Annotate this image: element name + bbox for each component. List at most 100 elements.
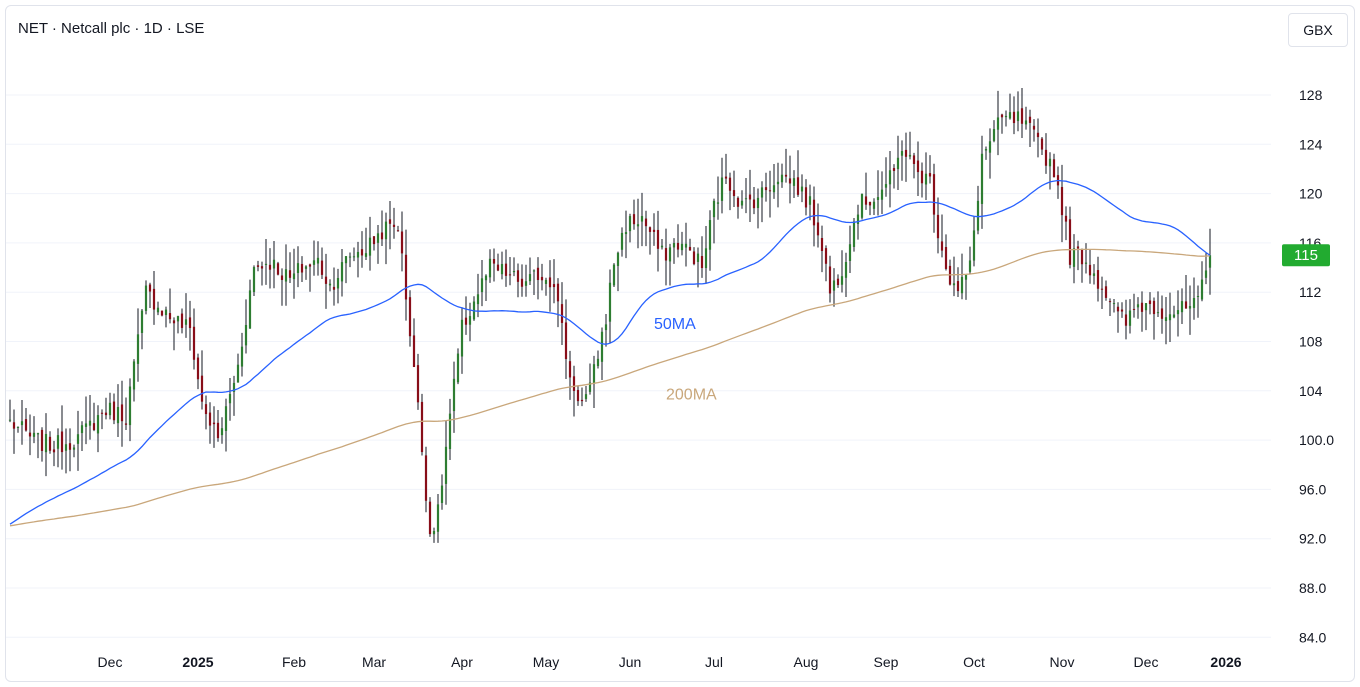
candle: [964, 274, 968, 280]
x-tick-label: Feb: [282, 654, 306, 670]
candle: [692, 251, 696, 265]
candle: [1036, 132, 1040, 138]
candle: [220, 428, 224, 436]
candle: [1176, 310, 1180, 315]
x-tick-label: Jul: [705, 654, 723, 670]
candle: [84, 423, 88, 427]
candle: [1180, 301, 1184, 313]
candle: [1168, 314, 1172, 321]
candle: [372, 236, 376, 245]
candle: [388, 219, 392, 224]
candle: [704, 248, 708, 269]
candle: [1184, 301, 1188, 309]
candle: [464, 317, 468, 325]
candle: [888, 170, 892, 185]
candle: [168, 313, 172, 320]
candle: [1060, 186, 1064, 216]
candle: [412, 335, 416, 368]
candle: [1100, 288, 1104, 290]
candle: [752, 199, 756, 209]
currency-button[interactable]: GBX: [1288, 13, 1348, 47]
candle: [44, 433, 48, 453]
candle: [228, 394, 232, 404]
candle: [480, 278, 484, 293]
x-tick-label: Dec: [1134, 654, 1159, 670]
candle: [952, 283, 956, 286]
candle: [264, 263, 268, 265]
candle: [1052, 159, 1056, 178]
candle: [68, 443, 72, 450]
candle: [684, 243, 688, 248]
candle: [1160, 308, 1164, 319]
candle: [384, 221, 388, 240]
candle: [900, 151, 904, 156]
candle: [400, 231, 404, 254]
candle: [124, 423, 128, 425]
candle: [268, 264, 272, 270]
candle: [616, 252, 620, 266]
chart-panel[interactable]: NET · Netcall plc · 1D · LSE GBX 84.0 88.…: [5, 5, 1355, 682]
candle: [1164, 317, 1168, 321]
candle: [960, 276, 964, 294]
candle: [1024, 120, 1028, 125]
y-tick-label: 96.0: [1299, 481, 1326, 497]
candle: [732, 190, 736, 197]
candle: [596, 358, 600, 367]
candle: [572, 376, 576, 391]
candle: [1116, 306, 1120, 312]
candle: [768, 190, 772, 192]
y-tick-label: 88.0: [1299, 580, 1326, 596]
candle: [812, 199, 816, 226]
candle: [840, 276, 844, 285]
candle: [976, 200, 980, 231]
candle: [420, 401, 424, 453]
candle: [860, 193, 864, 218]
candle: [132, 361, 136, 390]
candle: [780, 174, 784, 183]
candle: [380, 232, 384, 240]
candle: [396, 230, 400, 232]
y-tick-label: 112: [1299, 284, 1322, 300]
candle: [508, 274, 512, 276]
last-price-value: 115: [1294, 247, 1318, 264]
candle: [604, 324, 608, 331]
candle: [992, 129, 996, 141]
candle: [180, 313, 184, 328]
candle: [1136, 304, 1140, 308]
candle: [576, 389, 580, 402]
candle: [144, 285, 148, 311]
candle: [1204, 270, 1208, 278]
candle: [1208, 255, 1212, 268]
candle: [720, 177, 724, 201]
candle: [344, 256, 348, 264]
candle: [432, 531, 436, 535]
price-chart[interactable]: 84.088.092.096.0100.01041081121161201241…: [6, 6, 1355, 682]
candle: [160, 310, 164, 316]
candle: [1156, 312, 1160, 314]
candle: [728, 177, 732, 191]
candle: [116, 407, 120, 424]
candle: [640, 216, 644, 222]
x-tick-label: Oct: [963, 654, 985, 670]
candle: [340, 262, 344, 282]
candle: [256, 265, 260, 267]
y-tick-label: 124: [1299, 136, 1323, 152]
candle: [136, 334, 140, 364]
candle: [636, 224, 640, 227]
candle: [236, 364, 240, 383]
candle: [1044, 149, 1048, 166]
candle: [88, 420, 92, 426]
candle: [476, 294, 480, 305]
candle: [376, 233, 380, 243]
candle: [1040, 138, 1044, 150]
candle: [800, 186, 804, 192]
candle: [196, 357, 200, 380]
candle: [648, 227, 652, 232]
x-tick-label: Aug: [794, 654, 819, 670]
candle: [200, 375, 204, 402]
candle: [100, 412, 104, 414]
candle: [688, 246, 692, 251]
candle: [1076, 246, 1080, 249]
x-tick-label: 2025: [182, 654, 213, 670]
candle: [848, 244, 852, 261]
